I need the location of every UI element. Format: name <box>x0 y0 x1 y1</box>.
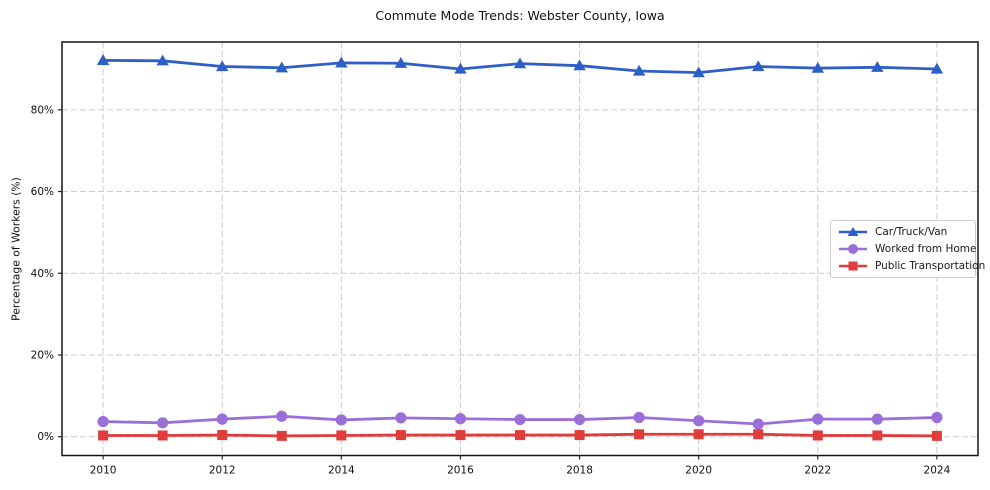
svg-text:2012: 2012 <box>209 465 236 477</box>
legend: Car/Truck/Van Worked from Home Public Tr… <box>830 220 985 278</box>
svg-text:2022: 2022 <box>804 465 831 477</box>
svg-text:2010: 2010 <box>90 465 117 477</box>
svg-text:0%: 0% <box>37 431 54 443</box>
legend-item-car-truck-van: Car/Truck/Van <box>838 226 968 238</box>
legend-item-worked-from-home: Worked from Home <box>838 243 976 255</box>
legend-label: Car/Truck/Van <box>875 226 948 239</box>
svg-text:80%: 80% <box>31 104 54 116</box>
svg-text:40%: 40% <box>31 268 54 280</box>
svg-text:20%: 20% <box>31 349 54 361</box>
svg-text:2020: 2020 <box>685 465 712 477</box>
chart-title: Commute Mode Trends: Webster County, Iow… <box>375 8 665 23</box>
svg-text:60%: 60% <box>31 186 54 198</box>
svg-text:2014: 2014 <box>328 465 355 477</box>
svg-text:2024: 2024 <box>924 465 951 477</box>
worked-from-home-line-icon <box>839 243 867 254</box>
car-truck-van-line-icon <box>839 227 867 237</box>
legend-label: Worked from Home <box>875 242 977 255</box>
svg-text:2018: 2018 <box>566 465 593 477</box>
legend-item-public-transportation: Public Transportation <box>838 260 985 272</box>
public-transportation-line-icon <box>839 261 867 271</box>
legend-label: Public Transportation <box>875 259 986 272</box>
svg-text:2016: 2016 <box>447 465 474 477</box>
